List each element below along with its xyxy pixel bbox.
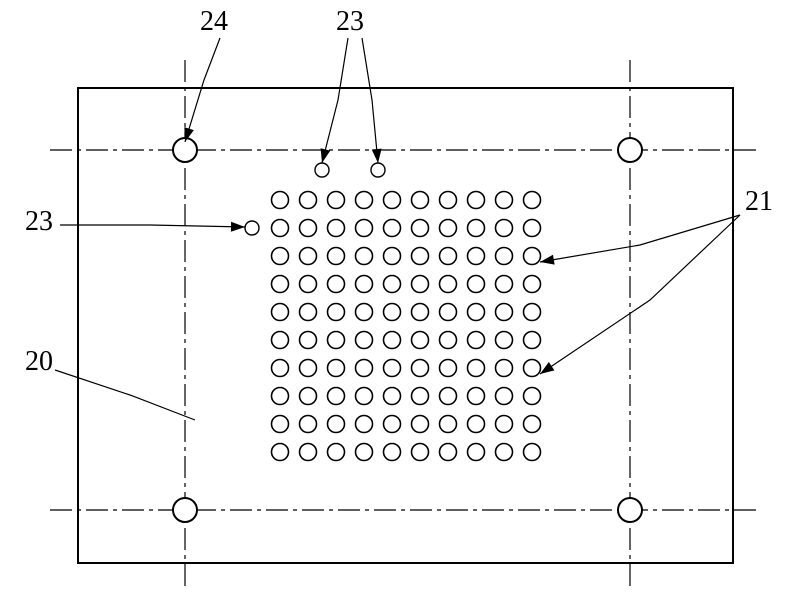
canvas-background bbox=[0, 0, 800, 605]
label-24: 24 bbox=[200, 6, 228, 37]
label-20: 20 bbox=[25, 346, 53, 377]
label-23b: 23 bbox=[25, 206, 53, 237]
mount-hole-1 bbox=[618, 138, 642, 162]
label-23a: 23 bbox=[336, 6, 364, 37]
mount-hole-2 bbox=[173, 498, 197, 522]
mount-hole-3 bbox=[618, 498, 642, 522]
label-21: 21 bbox=[745, 186, 773, 217]
